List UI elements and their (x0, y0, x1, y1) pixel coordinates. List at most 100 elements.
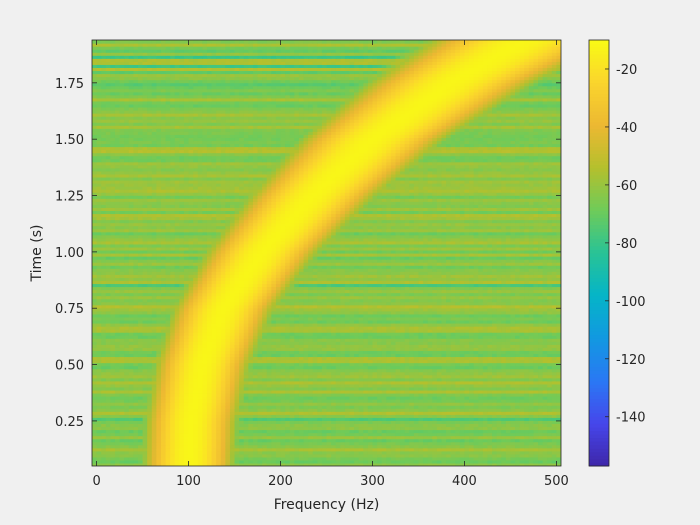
heatmap-cell (147, 453, 153, 458)
heatmap-cell (455, 423, 461, 428)
heatmap-cell (473, 423, 479, 428)
heatmap-cell (225, 444, 231, 449)
heatmap-cell (110, 435, 116, 440)
heatmap-cell (510, 447, 516, 452)
heatmap-cell (225, 456, 231, 461)
heatmap-cell (183, 423, 190, 428)
heatmap-cell (266, 453, 272, 458)
heatmap-cell (294, 438, 300, 443)
heatmap-cell (326, 456, 332, 461)
heatmap-cell (487, 423, 493, 428)
heatmap-cell (528, 459, 535, 464)
heatmap-cell (436, 453, 443, 458)
heatmap-cell (220, 456, 226, 461)
heatmap-cell (193, 447, 199, 452)
heatmap-cell (202, 435, 208, 440)
heatmap-cell (524, 453, 530, 458)
heatmap-cell (239, 456, 245, 461)
heatmap-cell (505, 447, 512, 452)
heatmap-cell (179, 456, 185, 461)
heatmap-cell (188, 453, 194, 458)
heatmap-cell (243, 456, 249, 461)
heatmap-cell (110, 462, 116, 466)
heatmap-cell (248, 459, 254, 464)
heatmap-cell (294, 420, 300, 424)
heatmap-cell (225, 459, 231, 464)
heatmap-cell (252, 423, 259, 428)
heatmap-cell (147, 432, 153, 437)
heatmap-cell (124, 435, 130, 440)
heatmap-cell (257, 456, 263, 461)
heatmap-cell (234, 423, 240, 428)
heatmap-cell (418, 450, 424, 455)
heatmap-cell (142, 435, 148, 440)
heatmap-cell (551, 432, 557, 437)
heatmap-cell (515, 450, 521, 455)
heatmap-cell (128, 432, 134, 437)
heatmap-cell (427, 450, 433, 455)
heatmap-cell (147, 435, 153, 440)
heatmap-cell (96, 423, 102, 428)
heatmap-cell (542, 456, 548, 461)
heatmap-cell (188, 459, 194, 464)
heatmap-cell (243, 453, 249, 458)
heatmap-cell (193, 453, 199, 458)
heatmap-cell (446, 429, 452, 434)
heatmap-cell (298, 462, 305, 466)
heatmap-cell (211, 423, 217, 428)
heatmap-cell (220, 420, 226, 424)
heatmap-cell (211, 459, 217, 464)
heatmap-cell (427, 435, 433, 440)
heatmap-cell (188, 456, 194, 461)
heatmap-cell (381, 444, 387, 449)
heatmap-cell (446, 432, 452, 437)
heatmap-cell (165, 423, 171, 428)
heatmap-cell (294, 432, 300, 437)
heatmap-cell (386, 429, 392, 434)
heatmap-cell (225, 441, 231, 446)
heatmap-cell (450, 456, 456, 461)
heatmap-cell (340, 453, 346, 458)
heatmap-cell (432, 435, 438, 440)
heatmap-cell (524, 456, 530, 461)
heatmap-cell (432, 423, 438, 428)
heatmap-cell (524, 426, 530, 431)
heatmap-cell (533, 423, 539, 428)
heatmap-cell (542, 459, 548, 464)
heatmap-cell (188, 426, 194, 431)
heatmap-cell (331, 450, 337, 455)
heatmap-cell (179, 450, 185, 455)
heatmap-cell (372, 462, 378, 466)
heatmap-cell (542, 462, 548, 466)
heatmap-cell (427, 462, 433, 466)
heatmap-cell (280, 441, 286, 446)
heatmap-cell (551, 462, 557, 466)
heatmap-cell (331, 435, 337, 440)
heatmap-cell (234, 429, 240, 434)
heatmap-cell (137, 441, 144, 446)
heatmap-cell (510, 444, 516, 449)
heatmap-cell (519, 447, 525, 452)
heatmap-cell (340, 441, 346, 446)
heatmap-cell (436, 432, 443, 437)
heatmap-cell (114, 435, 121, 440)
heatmap-cell (156, 441, 162, 446)
heatmap-cell (92, 447, 98, 452)
heatmap-cell (216, 462, 222, 466)
heatmap-cell (487, 435, 493, 440)
heatmap-cell (119, 429, 125, 434)
heatmap-cell (110, 444, 116, 449)
heatmap-cell (556, 432, 561, 437)
heatmap-cell (390, 462, 397, 466)
heatmap-cell (551, 438, 557, 443)
heatmap-cell (239, 450, 245, 455)
heatmap-cell (455, 432, 461, 437)
heatmap-cell (528, 456, 535, 461)
heatmap-cell (524, 435, 530, 440)
heatmap-cell (450, 441, 456, 446)
heatmap-cell (193, 423, 199, 428)
heatmap-cell (524, 423, 530, 428)
heatmap-cell (239, 441, 245, 446)
heatmap-cell (326, 426, 332, 431)
heatmap-cell (542, 441, 548, 446)
